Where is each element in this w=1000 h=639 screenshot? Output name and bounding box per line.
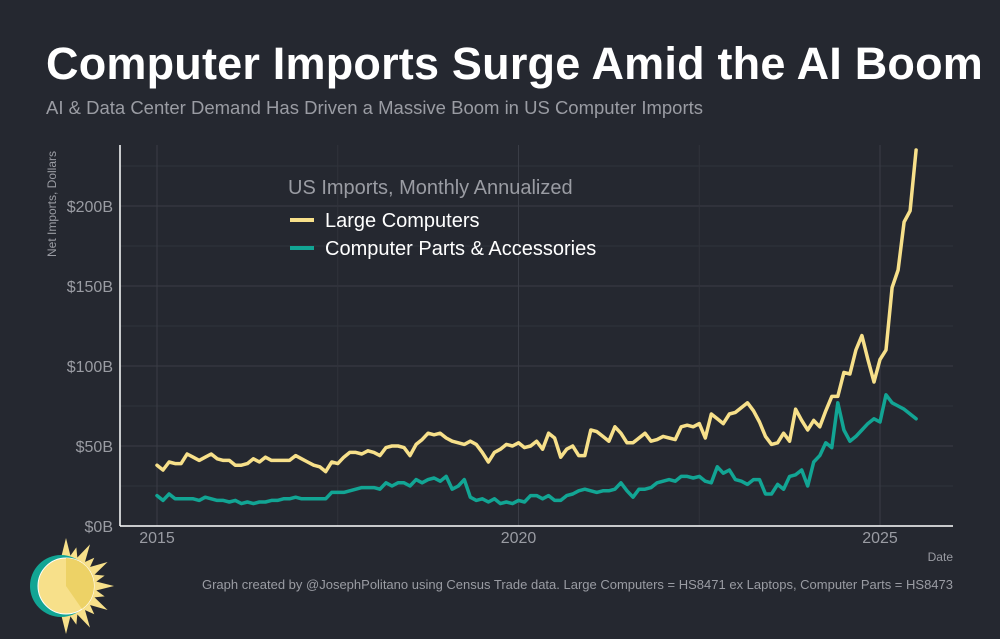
sun-ray <box>78 598 95 615</box>
y-axis-label: Net Imports, Dollars <box>45 151 59 257</box>
grid <box>120 145 953 526</box>
y-tick-label: $50B <box>76 439 113 456</box>
series-line-large-computers <box>155 148 918 474</box>
x-tick-label: 2025 <box>862 530 898 547</box>
page-title: Computer Imports Surge Amid the AI Boom <box>46 38 984 89</box>
sun-ray <box>90 580 114 592</box>
footer-credit: Graph created by @JosephPolitano using C… <box>201 577 953 592</box>
y-tick-label: $150B <box>67 279 113 296</box>
x-tick-label: 2015 <box>139 530 175 547</box>
sun-rays-icon <box>60 538 114 634</box>
legend-label-large-computers: Large Computers <box>325 210 480 232</box>
y-tick-label: $100B <box>67 359 113 376</box>
x-tick-labels: 2015 2020 2025 <box>139 530 898 547</box>
series-lines <box>155 148 918 506</box>
legend-title: US Imports, Monthly Annualized <box>288 177 573 199</box>
y-tick-labels: $0B $50B $100B $150B $200B <box>67 199 113 536</box>
sun-logo <box>30 538 114 634</box>
legend: US Imports, Monthly Annualized Large Com… <box>288 177 596 260</box>
logo-sun-wedge <box>66 558 95 609</box>
y-tick-label: $0B <box>85 519 113 536</box>
x-tick-label: 2020 <box>501 530 537 547</box>
page-subtitle: AI & Data Center Demand Has Driven a Mas… <box>46 97 703 118</box>
y-tick-label: $200B <box>67 199 113 216</box>
legend-label-computer-parts: Computer Parts & Accessories <box>325 238 596 260</box>
sun-ray <box>78 557 95 574</box>
x-axis-label: Date <box>928 550 954 564</box>
series-line-computer-parts <box>155 393 918 506</box>
